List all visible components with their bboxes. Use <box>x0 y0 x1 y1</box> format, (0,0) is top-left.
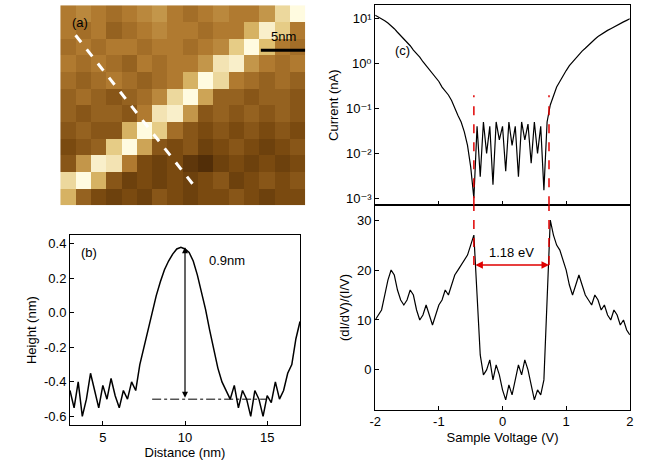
svg-text:10⁻¹: 10⁻¹ <box>346 101 372 116</box>
svg-text:0.4: 0.4 <box>48 236 66 251</box>
svg-text:Sample Voltage (V): Sample Voltage (V) <box>447 430 559 445</box>
svg-text:20: 20 <box>357 263 371 278</box>
svg-text:(c): (c) <box>395 43 410 58</box>
svg-text:0: 0 <box>499 414 506 429</box>
svg-text:10: 10 <box>357 313 371 328</box>
svg-text:0.9nm: 0.9nm <box>209 253 245 268</box>
svg-text:-2: -2 <box>369 414 381 429</box>
svg-text:5nm: 5nm <box>271 29 296 44</box>
svg-text:5: 5 <box>99 430 106 445</box>
svg-text:-0.4: -0.4 <box>44 374 66 389</box>
svg-text:-0.2: -0.2 <box>44 340 66 355</box>
svg-text:15: 15 <box>260 430 274 445</box>
svg-text:0.0: 0.0 <box>48 305 66 320</box>
svg-text:(a): (a) <box>72 15 88 30</box>
svg-text:(b): (b) <box>81 245 97 260</box>
svg-text:10⁻²: 10⁻² <box>346 146 372 161</box>
svg-text:(dI/dV)/(I/V): (dI/dV)/(I/V) <box>337 274 352 341</box>
svg-text:Current (nA): Current (nA) <box>326 69 341 141</box>
svg-text:10⁰: 10⁰ <box>352 56 372 71</box>
svg-text:-0.6: -0.6 <box>44 409 66 424</box>
svg-text:10: 10 <box>178 430 192 445</box>
svg-text:10¹: 10¹ <box>353 11 372 26</box>
svg-text:1.18 eV: 1.18 eV <box>489 245 534 260</box>
svg-text:0: 0 <box>364 362 371 377</box>
svg-text:30: 30 <box>357 213 371 228</box>
svg-text:0.2: 0.2 <box>48 271 66 286</box>
svg-text:Height (nm): Height (nm) <box>24 296 39 364</box>
svg-text:Distance (nm): Distance (nm) <box>145 445 226 460</box>
svg-text:-1: -1 <box>433 414 445 429</box>
svg-text:10⁻³: 10⁻³ <box>346 191 372 206</box>
svg-text:1: 1 <box>563 414 570 429</box>
svg-text:2: 2 <box>626 414 633 429</box>
